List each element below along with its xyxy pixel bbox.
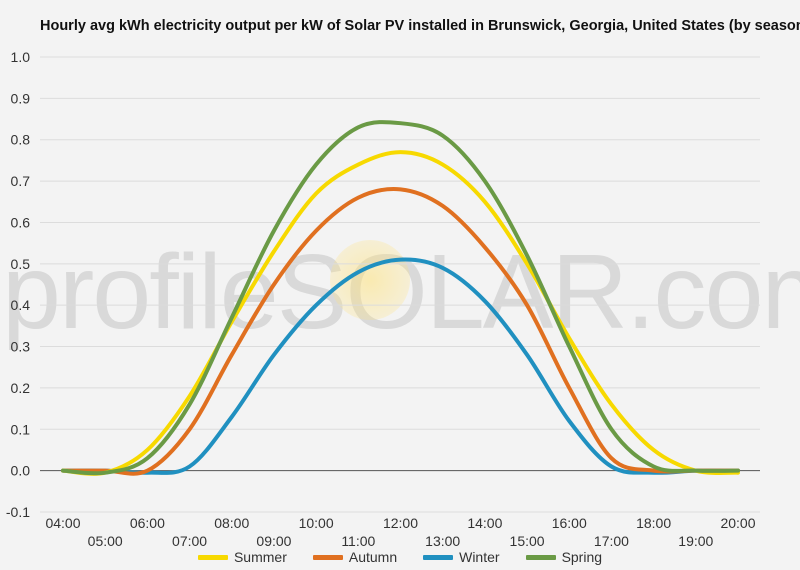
- y-tick-label: 0.4: [11, 297, 31, 313]
- legend-swatch: [423, 554, 454, 560]
- series-line-spring: [61, 120, 740, 476]
- legend-swatch: [525, 554, 556, 560]
- watermark-sun-icon: [330, 240, 410, 320]
- legend-item-autumn: Autumn: [312, 549, 398, 565]
- legend-label: Winter: [459, 549, 500, 565]
- y-tick-label: 1.0: [11, 49, 31, 65]
- y-tick-label: 0.5: [11, 256, 31, 272]
- y-tick-label: -0.1: [6, 504, 30, 520]
- legend-swatch: [197, 554, 228, 560]
- legend-item-spring: Spring: [525, 549, 603, 565]
- x-tick-label: 18:00: [636, 515, 671, 531]
- x-tick-label: 13:00: [425, 533, 460, 549]
- legend-label: Spring: [561, 549, 603, 565]
- y-tick-label: 0.6: [11, 214, 31, 230]
- x-tick-label: 12:00: [383, 515, 418, 531]
- y-tick-label: 0.2: [11, 380, 31, 396]
- x-tick-label: 10:00: [299, 515, 334, 531]
- legend-item-summer: Summer: [197, 549, 287, 565]
- x-tick-label: 20:00: [720, 515, 755, 531]
- x-tick-label: 07:00: [172, 533, 207, 549]
- chart-title: Hourly avg kWh electricity output per kW…: [40, 18, 800, 34]
- x-tick-label: 08:00: [214, 515, 249, 531]
- x-tick-label: 14:00: [467, 515, 502, 531]
- x-tick-label: 15:00: [510, 533, 545, 549]
- y-tick-label: 0.9: [11, 90, 31, 106]
- x-tick-label: 09:00: [256, 533, 291, 549]
- legend-item-winter: Winter: [423, 549, 500, 565]
- x-tick-label: 06:00: [130, 515, 165, 531]
- series-line-autumn: [61, 187, 740, 476]
- y-tick-label: 0.8: [11, 132, 31, 148]
- y-tick-label: 0.3: [11, 339, 31, 355]
- x-tick-label: 04:00: [45, 515, 80, 531]
- x-tick-label: 16:00: [552, 515, 587, 531]
- legend-label: Summer: [233, 549, 287, 565]
- legend-swatch: [312, 554, 343, 560]
- y-tick-label: 0.7: [11, 173, 31, 189]
- legend: Summer Autumn Winter Spring: [0, 549, 800, 565]
- series-line-winter: [61, 257, 740, 475]
- y-tick-label: 0.0: [11, 463, 31, 479]
- legend-label: Autumn: [348, 549, 398, 565]
- x-tick-label: 19:00: [678, 533, 713, 549]
- x-tick-label: 11:00: [341, 533, 375, 549]
- series-line-summer: [61, 150, 740, 476]
- y-tick-label: 0.1: [11, 421, 31, 437]
- x-tick-label: 05:00: [88, 533, 123, 549]
- x-tick-label: 17:00: [594, 533, 629, 549]
